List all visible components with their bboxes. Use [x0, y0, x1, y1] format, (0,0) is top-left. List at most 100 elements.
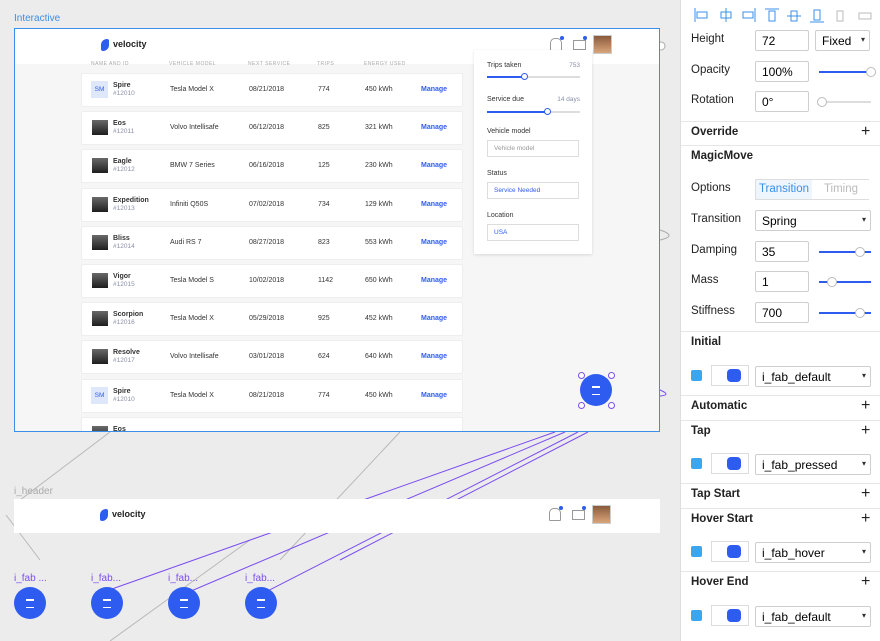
selection-handle	[578, 402, 585, 409]
caret: ▾	[861, 611, 866, 620]
state-select[interactable]: i_fab_pressed ▾	[755, 454, 871, 475]
next-service: 10/02/2018	[249, 277, 285, 284]
manage-link[interactable]: Manage	[421, 162, 448, 170]
manage-link[interactable]: Manage	[421, 238, 448, 246]
manage-link[interactable]: Manage	[421, 200, 448, 208]
fab[interactable]	[91, 587, 123, 619]
section-heading: Override	[691, 126, 739, 138]
tab[interactable]: Transition	[756, 180, 812, 199]
state-thumb	[711, 365, 749, 386]
align-toolbar	[694, 8, 872, 23]
prop-label: Rotation	[691, 94, 734, 106]
manage-link[interactable]: Manage	[421, 391, 448, 399]
prop-input[interactable]: 72	[755, 30, 809, 51]
prop-input[interactable]: 35	[755, 241, 809, 262]
table-row: Scorpion #12016 Tesla Model X 05/29/2018 925…	[81, 302, 463, 337]
trips: 1142	[318, 277, 334, 284]
manage-link[interactable]: Manage	[421, 124, 448, 132]
vehicle-thumbnail	[92, 196, 108, 212]
checkbox[interactable]	[691, 370, 702, 381]
vehicle-id: #12012	[113, 166, 135, 174]
slider-knob[interactable]	[854, 247, 865, 257]
checkbox[interactable]	[691, 458, 702, 469]
slider-knob[interactable]	[521, 73, 528, 80]
vehicle-model: Tesla Model X	[170, 315, 214, 323]
vehicle-thumbnail	[92, 234, 108, 250]
mail-icon	[573, 40, 586, 50]
section-sep	[681, 145, 880, 146]
vehicle-id: #12017	[113, 357, 135, 365]
fab[interactable]	[245, 587, 277, 619]
dot	[583, 36, 587, 40]
fab[interactable]	[168, 587, 200, 619]
location-input[interactable]: USA	[487, 224, 579, 241]
prop-select[interactable]: Spring ▾	[755, 210, 871, 231]
prop-input[interactable]: 700	[755, 302, 809, 323]
frame-label: Interactive	[14, 13, 61, 24]
service-label: Service due	[487, 96, 524, 103]
manage-link[interactable]: Manage	[421, 86, 448, 93]
slider-knob[interactable]	[544, 108, 551, 115]
section-sep	[681, 571, 880, 572]
table-row: Bliss #12014 Audi RS 7 08/27/2018 823 553 kWh…	[81, 225, 463, 260]
manage-link[interactable]: Manage	[421, 277, 448, 284]
header-label: i_header	[14, 486, 53, 497]
trips: 825	[318, 124, 330, 132]
energy: 640 kWh	[365, 353, 393, 361]
column-header: NAME AND ID	[91, 61, 130, 67]
next-service: 07/02/2018	[249, 200, 285, 208]
trips: 774	[318, 86, 330, 93]
initials-badge: SM	[91, 386, 108, 404]
status-input[interactable]: Service Needed	[487, 182, 579, 199]
state-select[interactable]: i_fab_hover ▾	[755, 542, 871, 563]
state-select[interactable]: i_fab_default ▾	[755, 366, 871, 387]
vehicle-name: Scorpion	[113, 311, 144, 319]
state-thumb	[711, 541, 749, 562]
vehicle-thumbnail	[92, 425, 108, 431]
energy: 129 kWh	[365, 200, 393, 208]
trips: 925	[318, 315, 330, 323]
slider-knob[interactable]	[866, 67, 876, 77]
fab[interactable]	[14, 587, 46, 619]
prop-select[interactable]: Fixed ▾	[815, 30, 870, 51]
state-select[interactable]: i_fab_default ▾	[755, 606, 871, 627]
table-row: Resolve #12017 Volvo Intellisafe 03/01/2018…	[81, 340, 463, 375]
trips: 125	[318, 162, 330, 170]
prop-label: Stiffness	[691, 305, 735, 317]
next-service: 06/16/2018	[249, 162, 285, 170]
trips: 823	[318, 238, 330, 246]
tab[interactable]: Timing	[813, 180, 869, 199]
vehicle-model: Tesla Model S	[170, 277, 214, 284]
status-label: Status	[487, 170, 507, 177]
caret: ▾	[861, 459, 866, 468]
prop-input[interactable]: 0°	[755, 91, 809, 112]
prop-label: Transition	[691, 213, 742, 225]
vehicle-id: #12015	[113, 281, 135, 288]
prop-input[interactable]: 1	[755, 271, 809, 292]
slider-knob[interactable]	[854, 308, 865, 318]
avatar	[593, 35, 612, 54]
vehicle-thumbnail	[92, 120, 108, 136]
service-value: 14 days	[557, 96, 580, 103]
manage-link[interactable]: Manage	[421, 353, 448, 361]
energy: 452 kWh	[365, 315, 393, 323]
fab-selected[interactable]	[580, 374, 612, 406]
section-sep	[681, 420, 880, 421]
add-button: +	[861, 123, 871, 140]
column-header: ENERGY USED	[364, 61, 406, 67]
caret: ▾	[860, 35, 865, 44]
manage-link[interactable]: Manage	[421, 315, 448, 323]
model-input[interactable]: Vehicle model	[487, 140, 579, 157]
prop-input[interactable]: 100%	[755, 61, 809, 82]
checkbox[interactable]	[691, 610, 702, 621]
slider-knob[interactable]	[827, 277, 837, 287]
vehicle-name: Expedition	[113, 196, 149, 204]
selection-handle	[608, 402, 615, 409]
table-row: SM Spire #12010 Tesla Model X 08/21/2018 774 4…	[81, 378, 463, 413]
state-thumb	[711, 453, 749, 474]
checkbox[interactable]	[691, 546, 702, 557]
vehicle-thumbnail	[92, 349, 108, 365]
slider-knob[interactable]	[817, 97, 827, 107]
section-heading: Hover End	[691, 576, 749, 588]
slider-fill	[487, 76, 524, 78]
